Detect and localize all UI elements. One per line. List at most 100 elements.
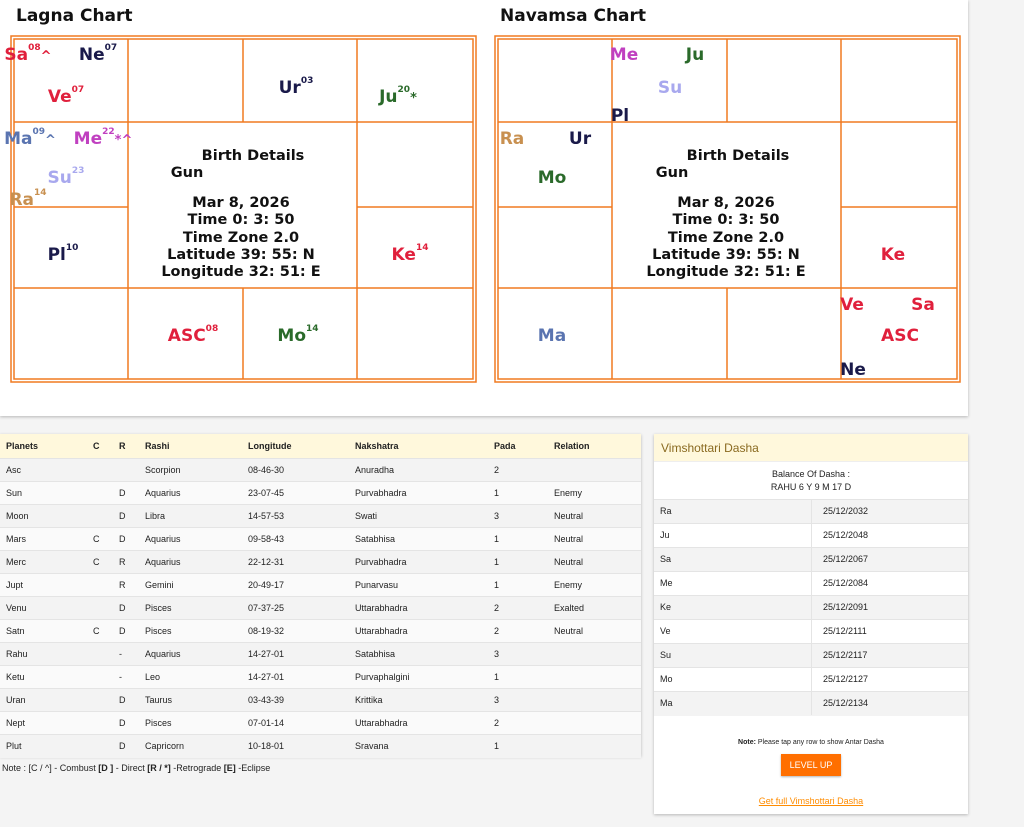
table-cell: 2 [494, 465, 500, 475]
birth-detail: Longitude 32: 51: E [646, 264, 806, 280]
dasha-separator [811, 595, 812, 619]
dasha-date: 25/12/2111 [823, 626, 867, 636]
table-cell: - [119, 672, 122, 682]
table-row[interactable] [0, 573, 641, 597]
table-row[interactable] [0, 550, 641, 574]
dasha-planet: Sa [660, 554, 672, 564]
note-text: Please tap any row to show Antar Dasha [757, 739, 884, 746]
table-row[interactable] [0, 688, 641, 712]
dasha-date: 25/12/2067 [823, 554, 869, 564]
footnote-part: -Retrograde [170, 763, 224, 773]
footnote: Note : [C / ^] - Combust [D ] - Direct [… [2, 763, 270, 773]
note-label: Note: [738, 739, 756, 746]
planet-degree: 08 [205, 324, 219, 335]
table-cell: Krittika [355, 695, 383, 705]
full-dasha-link[interactable]: Get full Vimshottari Dasha [758, 796, 864, 806]
table-row[interactable] [0, 504, 641, 528]
dasha-planet: Mo [660, 674, 673, 684]
table-cell: 1 [494, 672, 500, 682]
table-cell: Mars [6, 534, 26, 544]
chart-title: Lagna Chart [16, 6, 133, 26]
charts-card [0, 0, 968, 416]
table-cell: 1 [494, 557, 500, 567]
planet-status: *^ [114, 133, 133, 148]
planet: Sa08^ [4, 43, 51, 65]
table-row[interactable] [0, 458, 641, 482]
planet: Ke [881, 245, 905, 265]
table-cell: 08-46-30 [248, 465, 285, 475]
planet-label: Ne [840, 360, 866, 380]
planet: Ke14 [392, 243, 429, 265]
planet-degree: 14 [415, 243, 429, 254]
table-cell: 08-19-32 [248, 626, 285, 636]
table-cell: Gemini [145, 580, 174, 590]
level-up-button[interactable]: LEVEL UP [781, 754, 841, 776]
table-cell: Nept [6, 718, 26, 728]
planet-label: Ve [840, 295, 864, 315]
birth-detail: Birth Details [201, 148, 305, 164]
footnote-part: [R / *] [147, 763, 171, 773]
table-cell: Aquarius [145, 534, 181, 544]
table-row[interactable] [0, 711, 641, 735]
planet-label: Sa [4, 45, 29, 65]
table-cell: 07-37-25 [248, 603, 285, 613]
table-cell: 10-18-01 [248, 741, 285, 751]
planet-label: Mo [537, 168, 567, 188]
table-cell: Ketu [6, 672, 25, 682]
footnote-part: Note : [C / ^] - Combust [2, 763, 99, 773]
table-header-cell: Pada [494, 441, 516, 451]
table-row[interactable] [0, 481, 641, 505]
table-cell: D [119, 603, 126, 613]
dasha-separator [811, 547, 812, 571]
planet: Ur [569, 129, 591, 149]
birth-detail: Mar 8, 2026 [192, 195, 290, 211]
planet: Ra [500, 129, 525, 149]
table-cell: Aquarius [145, 488, 181, 498]
birth-detail: Longitude 32: 51: E [161, 264, 321, 280]
planet-status: ^ [45, 133, 56, 148]
footnote-part: [D ] [98, 763, 114, 773]
planet-label: Sa [911, 295, 935, 315]
table-cell: Punarvasu [355, 580, 399, 590]
table-row[interactable] [0, 527, 641, 551]
table-header [0, 434, 641, 458]
birth-detail: Birth Details [686, 148, 790, 164]
birth-detail: Mar 8, 2026 [677, 195, 775, 211]
table-cell: Libra [145, 511, 166, 521]
planet-label: ASC [167, 326, 206, 346]
table-cell: Exalted [554, 603, 585, 613]
footnote-part: [E] [223, 763, 236, 773]
table-row[interactable] [0, 619, 641, 643]
table-cell: Satabhisa [355, 534, 396, 544]
dasha-separator [811, 499, 812, 523]
planet: Ra14 [9, 188, 46, 210]
table-cell: 3 [494, 511, 500, 521]
table-cell: Enemy [554, 488, 583, 498]
table-row[interactable] [0, 734, 641, 758]
table-row[interactable] [0, 642, 641, 666]
dasha-planet: Ra [660, 506, 672, 516]
birth-detail: Latitude 39: 55: N [167, 247, 315, 263]
dasha-header [654, 434, 968, 462]
table-cell: Pisces [145, 718, 172, 728]
lagna-grid [10, 35, 477, 383]
planet: ASC08 [167, 324, 219, 346]
table-cell: 1 [494, 488, 500, 498]
dasha-date: 25/12/2048 [823, 530, 869, 540]
planet: Sa [911, 295, 935, 315]
table-header-cell: Rashi [145, 441, 170, 451]
table-header-cell: Longitude [248, 441, 292, 451]
dasha-separator [811, 523, 812, 547]
dasha-planet: Me [660, 578, 673, 588]
planet-label: Su [47, 168, 72, 188]
table-cell: Purvaphalgini [355, 672, 410, 682]
table-cell: Uttarabhadra [355, 718, 408, 728]
table-row[interactable] [0, 596, 641, 620]
dasha-separator [811, 691, 812, 715]
planet-degree: 07 [104, 43, 118, 54]
planet: Ur03 [279, 76, 314, 98]
dasha-date: 25/12/2127 [823, 674, 869, 684]
table-cell: 22-12-31 [248, 557, 285, 567]
table-row[interactable] [0, 665, 641, 689]
